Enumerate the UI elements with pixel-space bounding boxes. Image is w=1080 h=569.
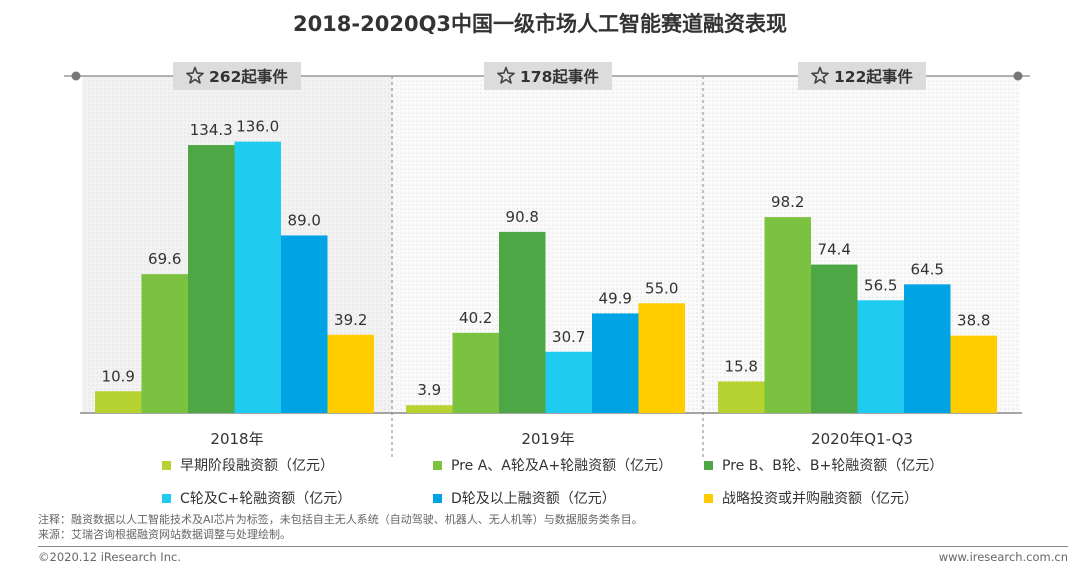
- star-icon: [497, 66, 515, 84]
- legend-swatch-c-round: [162, 493, 171, 503]
- legend-item-d-round: D轮及以上融资额（亿元）: [433, 488, 616, 508]
- legend-label-a-round: Pre A、A轮及A+轮融资额（亿元）: [451, 458, 673, 474]
- event-badge: [798, 62, 926, 90]
- bar: [857, 300, 904, 413]
- bar-value-label: 98.2: [771, 193, 804, 211]
- bar: [234, 141, 281, 413]
- category-label: 2020年Q1-Q3: [811, 430, 913, 448]
- bar-value-label: 30.7: [552, 328, 585, 346]
- bar-value-label: 40.2: [459, 309, 492, 327]
- legend-item-early: 早期阶段融资额（亿元）: [162, 455, 334, 475]
- legend-item-strategic: 战略投资或并购融资额（亿元）: [704, 488, 918, 508]
- bar-value-label: 15.8: [725, 357, 758, 375]
- legend-swatch-d-round: [433, 493, 442, 503]
- top-rule-dot-left: [71, 71, 81, 81]
- legend-label-b-round: Pre B、B轮、B+轮融资额（亿元）: [722, 458, 944, 474]
- note-line: 注释：融资数据以人工智能技术及AI芯片为标签，未包括自主无人系统（自动驾驶、机器…: [38, 513, 643, 526]
- bar-value-label: 56.5: [864, 276, 897, 294]
- bar: [188, 145, 235, 413]
- bar: [327, 334, 374, 413]
- legend-swatch-early: [162, 460, 171, 470]
- legend-label-early: 早期阶段融资额（亿元）: [180, 458, 334, 474]
- chart-title: 2018-2020Q3中国一级市场人工智能赛道融资表现: [292, 12, 788, 36]
- legend-label-c-round: C轮及C+轮融资额（亿元）: [180, 491, 352, 507]
- legend-swatch-b-round: [704, 460, 713, 470]
- star-icon: [186, 66, 204, 84]
- bar: [592, 313, 639, 413]
- website-link[interactable]: www.iresearch.com.cn: [938, 550, 1068, 564]
- bar-value-label: 10.9: [102, 367, 135, 385]
- legend-item-c-round: C轮及C+轮融资额（亿元）: [162, 488, 351, 508]
- top-rule-dot-right: [1013, 71, 1023, 81]
- bar-value-label: 39.2: [334, 311, 367, 329]
- star-icon: [811, 66, 829, 84]
- event-count-label: 262起事件: [209, 67, 288, 86]
- bar: [638, 303, 685, 413]
- bar-value-label: 69.6: [148, 250, 181, 268]
- bar: [904, 284, 951, 413]
- legend-label-strategic: 战略投资或并购融资额（亿元）: [722, 491, 918, 507]
- legend-item-a-round: Pre A、A轮及A+轮融资额（亿元）: [433, 455, 672, 475]
- notes: 注释：融资数据以人工智能技术及AI芯片为标签，未包括自主无人系统（自动驾驶、机器…: [38, 512, 643, 542]
- bar-value-label: 64.5: [911, 260, 944, 278]
- category-label: 2019年: [521, 430, 574, 448]
- bar: [141, 274, 188, 413]
- bar-value-label: 134.3: [190, 121, 233, 139]
- bar: [764, 217, 811, 413]
- event-count-label: 178起事件: [520, 67, 599, 86]
- bar-value-label: 49.9: [599, 289, 632, 307]
- bar-value-label: 74.4: [818, 241, 851, 259]
- bar-value-label: 3.9: [417, 381, 441, 399]
- bar: [499, 231, 546, 413]
- bar: [811, 264, 858, 413]
- bar-value-label: 38.8: [957, 312, 990, 330]
- event-count-label: 122起事件: [834, 67, 913, 86]
- category-label: 2018年: [210, 430, 263, 448]
- bar: [950, 335, 997, 413]
- legend-item-b-round: Pre B、B轮、B+轮融资额（亿元）: [704, 455, 943, 475]
- bar-value-label: 90.8: [506, 208, 539, 226]
- bar: [406, 405, 453, 413]
- legend-swatch-a-round: [433, 460, 442, 470]
- legend-swatch-strategic: [704, 493, 713, 503]
- legend-label-d-round: D轮及以上融资额（亿元）: [451, 491, 616, 507]
- bar: [281, 235, 328, 413]
- bar: [452, 332, 499, 413]
- bar: [545, 351, 592, 413]
- footer-divider: [38, 546, 1068, 547]
- event-badge: [173, 62, 301, 90]
- copyright: ©2020.12 iResearch Inc.: [38, 550, 181, 564]
- source-line: 来源：艾瑞咨询根据融资网站数据调整与处理绘制。: [38, 528, 291, 541]
- event-badge: [484, 62, 612, 90]
- bar-value-label: 55.0: [645, 279, 678, 297]
- bar-value-label: 136.0: [236, 118, 279, 136]
- bar-value-label: 89.0: [288, 211, 321, 229]
- bar: [95, 391, 142, 413]
- bar: [718, 381, 765, 413]
